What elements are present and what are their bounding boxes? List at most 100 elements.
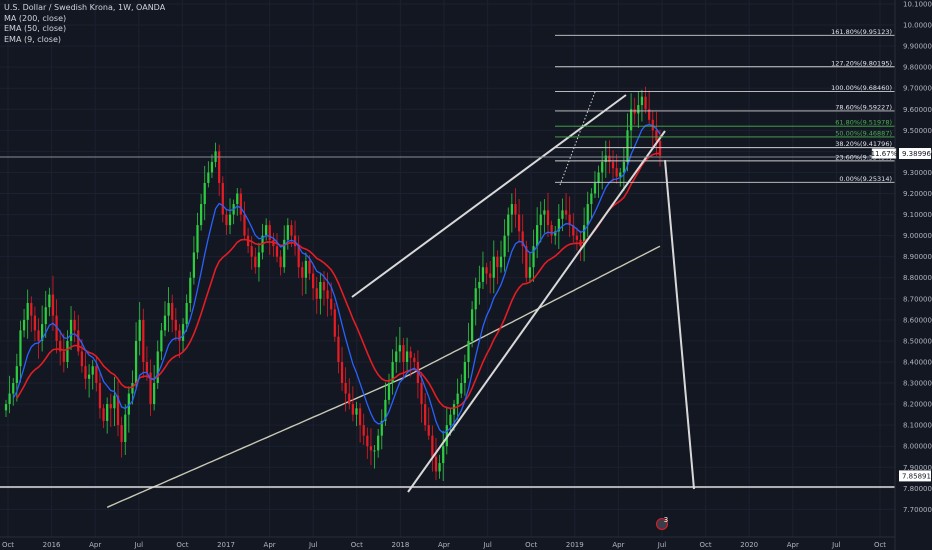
legend-ema50[interactable]: EMA (50, close): [4, 24, 67, 33]
price-axis[interactable]: 10.10000 10.00000 9.90000 9.80000 9.70000 9.6…: [871, 0, 932, 550]
candle-body: [355, 408, 358, 415]
fibonacci-retracement[interactable]: 161.80%(9.95123) 127.20%(9.80195) 100.00%(…: [555, 28, 895, 183]
candle-body: [348, 393, 351, 405]
current-price-badge: [899, 148, 931, 160]
legend-ma200[interactable]: MA (200, close): [4, 13, 67, 23]
candle-body: [199, 204, 203, 226]
time-tick-label: Jul: [308, 541, 318, 549]
candle-body: [405, 351, 409, 362]
candle-body: [658, 140, 662, 156]
candle-body: [145, 361, 149, 373]
candle-body: [225, 214, 228, 226]
candle-body: [387, 383, 391, 400]
candle-body: [521, 231, 524, 247]
candle-body: [648, 109, 651, 120]
price-tick-label: 9.00000: [903, 232, 932, 240]
candle-body: [601, 161, 604, 173]
candle-body: [131, 383, 134, 394]
time-tick-label: Oct: [2, 541, 14, 549]
event-icon[interactable]: [656, 518, 668, 530]
candle-body: [485, 267, 488, 274]
candle-body: [15, 366, 18, 384]
candle-body: [424, 404, 427, 426]
candle-body: [48, 294, 51, 308]
candle-body: [156, 351, 159, 384]
projection-line: [664, 159, 695, 490]
candle-body: [174, 319, 177, 331]
candle-body: [41, 324, 44, 341]
candle-body: [474, 288, 477, 310]
legend-ema9[interactable]: EMA (9, close): [4, 34, 61, 44]
candle-body: [268, 225, 271, 240]
price-tick-label: 8.90000: [903, 253, 932, 261]
candle-body: [59, 340, 62, 352]
candle-body: [622, 161, 625, 173]
candle-body: [69, 319, 73, 341]
candle-body: [532, 246, 535, 268]
candle-body: [265, 225, 268, 236]
price-tick-label: 8.60000: [903, 316, 932, 324]
candle-body: [427, 425, 430, 436]
legend: U.S. Dollar / Swedish Krona, 1W, OANDA M…: [4, 3, 165, 45]
candle-body: [250, 246, 253, 257]
legend-symbol[interactable]: U.S. Dollar / Swedish Krona, 1W, OANDA: [4, 3, 166, 12]
candle-body: [608, 155, 611, 162]
fib-level-label: 61.80%(9.51978): [835, 119, 892, 127]
target-price-label: 7.85891: [902, 472, 931, 480]
time-tick-label: Oct: [700, 541, 712, 549]
candle-body: [586, 204, 589, 226]
price-tick-label: 10.10000: [903, 1, 932, 9]
trend-drawings[interactable]: [0, 91, 895, 493]
candle-body: [597, 172, 600, 183]
candle-body: [279, 256, 282, 268]
candle-body: [290, 225, 293, 236]
fib-level-label: 50.00%(9.46887): [835, 129, 892, 137]
time-tick-label: Oct: [176, 541, 188, 549]
candle-body: [633, 109, 636, 114]
candle-body: [369, 446, 373, 451]
time-axis[interactable]: Oct 2016 Apr Jul Oct 2017 Apr Jul Oct 2018 Apr Jul O…: [0, 516, 895, 549]
candle-body: [181, 324, 185, 341]
candle-body: [358, 408, 362, 426]
time-tick-label: Oct: [351, 541, 363, 549]
candle-body: [442, 446, 445, 464]
candle-body: [380, 420, 383, 436]
candle-body: [593, 182, 597, 194]
time-tick-label: 2018: [391, 541, 409, 549]
price-tick-label: 8.10000: [903, 422, 932, 430]
candle-body: [438, 463, 441, 472]
candle-body: [572, 225, 575, 236]
candle-body: [564, 210, 568, 215]
candle-body: [312, 273, 315, 289]
candle-body: [210, 161, 214, 173]
candle-body: [124, 414, 127, 442]
candle-body: [340, 361, 344, 384]
candle-body: [351, 404, 354, 415]
candle-body: [236, 193, 239, 205]
candle-body: [120, 425, 123, 442]
price-tick-label: 7.80000: [903, 485, 932, 493]
candle-body: [221, 182, 224, 215]
candle-body: [66, 340, 69, 362]
candle-body: [243, 214, 246, 236]
candle-body: [525, 246, 528, 278]
candle-body: [116, 395, 120, 426]
candle-body: [319, 281, 322, 299]
ma200-path: [106, 245, 661, 508]
candle-body: [478, 281, 481, 289]
wedge-lower-line: [407, 130, 666, 493]
candle-body: [239, 193, 242, 215]
time-tick-label: Jul: [482, 541, 492, 549]
price-tick-label: 9.20000: [903, 190, 932, 198]
candle-body: [55, 315, 58, 341]
candle-body: [109, 404, 112, 409]
candle-body: [12, 383, 15, 394]
candle-body: [420, 383, 423, 405]
price-tick-label: 8.20000: [903, 401, 932, 409]
ema9-line: [12, 123, 661, 434]
candle-body: [626, 130, 629, 162]
candle-body: [395, 351, 398, 362]
candle-body: [185, 303, 188, 325]
current-price-label: 9.38996: [902, 150, 931, 158]
